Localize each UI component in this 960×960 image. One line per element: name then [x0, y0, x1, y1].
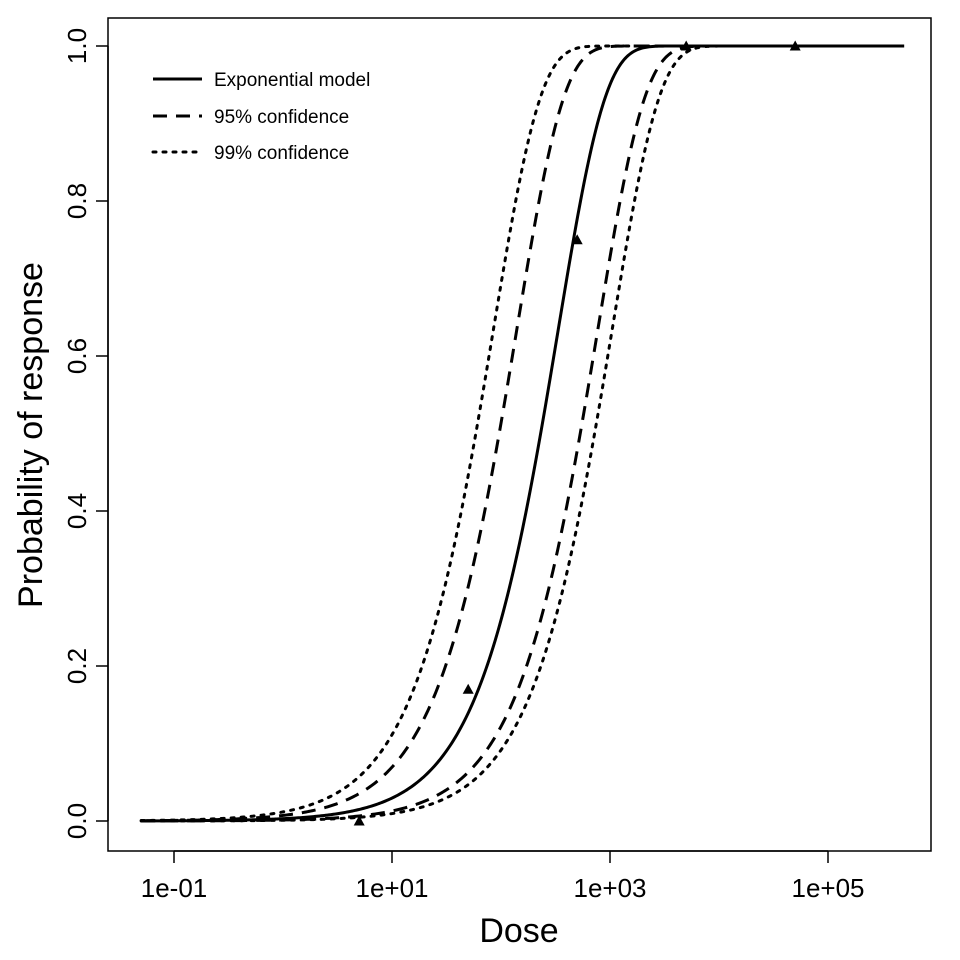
y-tick-label: 0.2 — [62, 648, 92, 684]
observation-point-4 — [680, 40, 692, 51]
y-axis: 0.0 0.2 0.4 0.6 0.8 1.0 — [62, 28, 109, 839]
x-axis: 1e-01 1e+01 1e+03 1e+05 — [141, 850, 865, 903]
y-tick-label: 0.0 — [62, 803, 92, 839]
y-tick-label: 0.8 — [62, 183, 92, 219]
y-axis-title: Probability of response — [12, 262, 50, 608]
y-tick-label: 0.6 — [62, 338, 92, 374]
observation-point-1 — [353, 815, 365, 826]
curve-99-confidence-upper — [139, 44, 906, 823]
legend-label-exponential-model: Exponential model — [214, 70, 370, 91]
x-tick-label: 1e+05 — [791, 873, 864, 903]
x-axis-title: Dose — [479, 912, 558, 950]
observations-layer — [353, 40, 801, 826]
observation-point-2 — [462, 683, 474, 694]
x-tick-label: 1e+01 — [355, 873, 428, 903]
x-tick-label: 1e+03 — [573, 873, 646, 903]
legend: Exponential model 95% confidence 99% con… — [151, 70, 370, 164]
observation-point-5 — [789, 40, 801, 51]
legend-label-95-confidence: 95% confidence — [214, 107, 349, 128]
y-tick-label: 1.0 — [62, 28, 92, 64]
y-tick-label: 0.4 — [62, 493, 92, 529]
x-tick-label: 1e-01 — [141, 873, 208, 903]
observation-point-3 — [571, 234, 583, 245]
legend-label-99-confidence: 99% confidence — [214, 143, 349, 164]
curves-layer — [139, 44, 906, 823]
